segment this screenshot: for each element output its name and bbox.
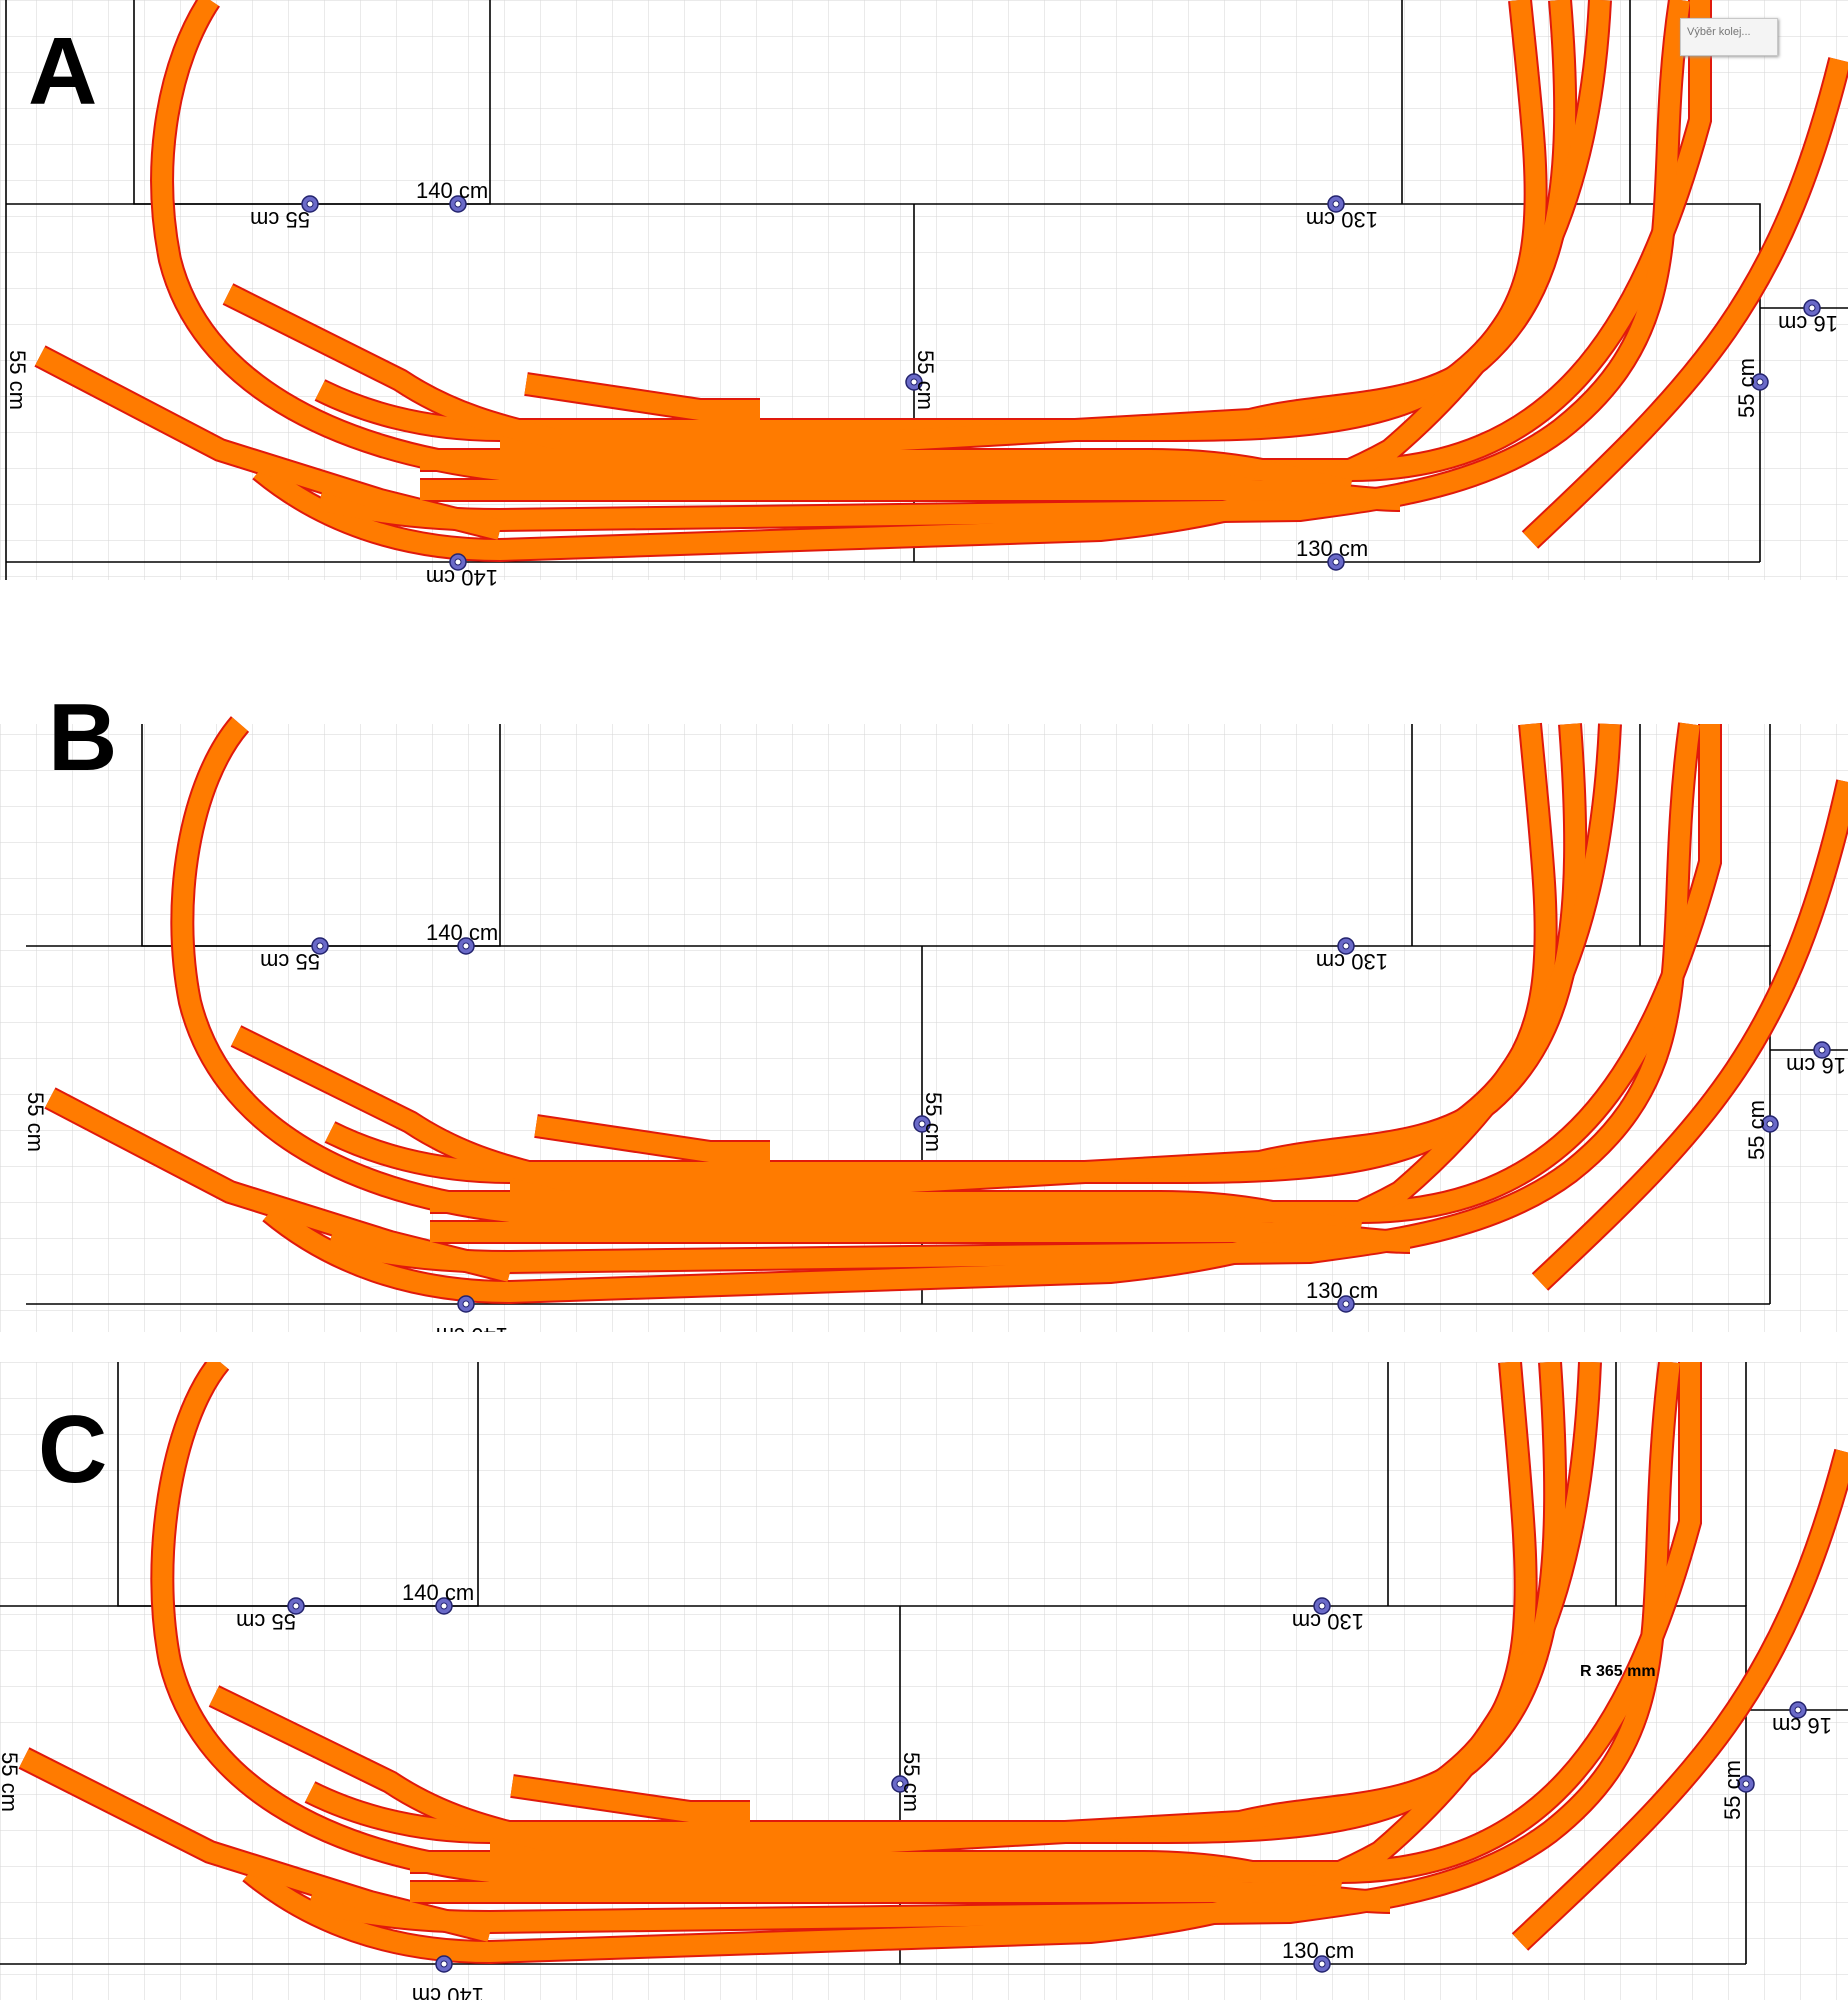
dim-top-left-depth: 55 cm <box>250 207 310 232</box>
dim-left-depth: 55 cm <box>23 1092 48 1152</box>
dim-top-right-width: 130 cm <box>1292 1609 1364 1634</box>
dim-top-left-width: 140 cm <box>402 1580 474 1605</box>
dim-bottom-left-width: 140 cm <box>412 1983 484 2000</box>
dim-top-left-depth: 55 cm <box>260 949 320 974</box>
dim-right-small: 16 cm <box>1772 1713 1832 1738</box>
dim-bottom-left-width: 140 cm <box>436 1323 508 1332</box>
dim-top-left-width: 140 cm <box>426 920 498 945</box>
tooltip: Výběr kolej... <box>1680 18 1778 56</box>
dim-top-left-width: 140 cm <box>416 178 488 203</box>
dim-bottom-right-width: 130 cm <box>1296 536 1368 561</box>
dim-right-depth: 55 cm <box>1744 1100 1769 1160</box>
dim-bottom-right-width: 130 cm <box>1282 1938 1354 1963</box>
dim-top-right-width: 130 cm <box>1316 949 1388 974</box>
dim-right-small: 16 cm <box>1778 311 1838 336</box>
measurement-nodes <box>301 195 1821 571</box>
tooltip-text: Výběr kolej... <box>1687 26 1751 38</box>
dim-top-right-width: 130 cm <box>1306 207 1378 232</box>
dim-top-left-depth: 55 cm <box>236 1609 296 1634</box>
panel-letter: A <box>28 18 97 125</box>
dim-right-small: 16 cm <box>1786 1053 1846 1078</box>
measurement-nodes <box>311 937 1831 1313</box>
track-plan <box>34 0 1848 563</box>
measurement-nodes <box>287 1597 1807 1973</box>
dim-right-depth: 55 cm <box>1720 1760 1745 1820</box>
dim-left-depth: 55 cm <box>5 350 30 410</box>
panel-b-canvas: B 140 cm 55 cm 130 cm 55 cm 55 cm 55 cm … <box>0 662 1848 1332</box>
room-walls <box>26 724 1848 1305</box>
panel-letter: B <box>48 684 117 791</box>
panel-a-canvas: A 140 cm 55 cm 130 cm 55 cm 55 cm 55 cm … <box>0 0 1848 590</box>
panel-a: A 140 cm 55 cm 130 cm 55 cm 55 cm 55 cm … <box>0 0 1848 590</box>
radius-label: R 365 mm <box>1580 1663 1656 1680</box>
dim-middle-depth: 55 cm <box>921 1092 946 1152</box>
dim-bottom-left-width: 140 cm <box>426 565 498 590</box>
panel-letter: C <box>38 1396 107 1503</box>
track-plan <box>44 716 1848 1305</box>
dim-middle-depth: 55 cm <box>899 1752 924 1812</box>
dim-left-depth: 55 cm <box>0 1752 22 1812</box>
panel-b: B 140 cm 55 cm 130 cm 55 cm 55 cm 55 cm … <box>0 662 1848 1332</box>
panel-c: C 140 cm 55 cm 130 cm 55 cm 55 cm 55 cm … <box>0 1362 1848 2000</box>
dim-bottom-right-width: 130 cm <box>1306 1278 1378 1303</box>
dim-right-depth: 55 cm <box>1734 358 1759 418</box>
panel-c-canvas: C 140 cm 55 cm 130 cm 55 cm 55 cm 55 cm … <box>0 1362 1848 2000</box>
track-plan <box>18 1362 1848 1965</box>
panel-header-strip <box>0 662 1848 724</box>
dim-middle-depth: 55 cm <box>913 350 938 410</box>
